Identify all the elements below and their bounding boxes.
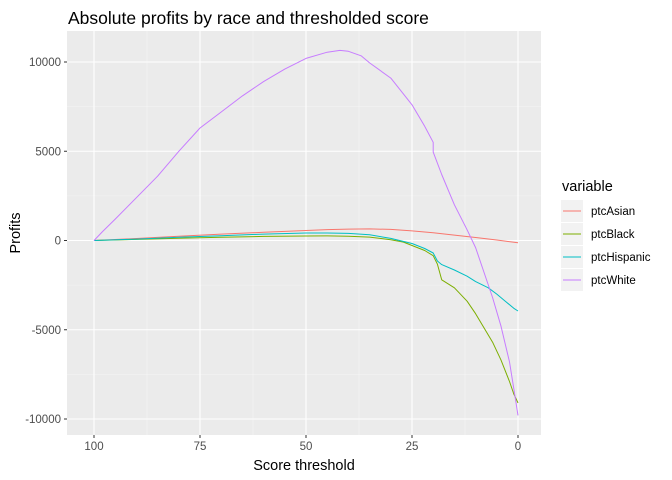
- y-axis-title: Profits: [8, 212, 24, 253]
- chart-title: Absolute profits by race and thresholded…: [68, 8, 429, 28]
- y-tick-label: 5000: [35, 146, 61, 158]
- x-tick-label: 75: [194, 441, 207, 453]
- legend-label-ptcBlack: ptcBlack: [591, 229, 635, 241]
- series-line-ptcHispanic: [93, 232, 519, 312]
- series-line-ptcWhite: [93, 49, 519, 416]
- series-lines: [93, 49, 519, 416]
- legend-label-ptcHispanic: ptcHispanic: [591, 252, 651, 264]
- legend-label-ptcWhite: ptcWhite: [591, 275, 636, 287]
- x-tick-label: 25: [406, 441, 419, 453]
- y-axis: 10000 5000 0 -5000 -10000: [25, 57, 67, 426]
- series-line-ptcBlack: [93, 235, 519, 404]
- legend: variable ptcAsian ptcBlack ptcHispanic ptcW…: [561, 179, 651, 291]
- x-tick-label: 50: [300, 441, 313, 453]
- y-tick-label: -10000: [25, 414, 61, 426]
- y-tick-label: -5000: [32, 325, 61, 337]
- series-line-ptcAsian: [93, 228, 519, 244]
- x-tick-label: 0: [515, 441, 521, 453]
- legend-label-ptcAsian: ptcAsian: [591, 206, 635, 218]
- x-tick-label: 100: [84, 441, 103, 453]
- y-tick-label: 10000: [29, 57, 61, 69]
- y-tick-label: 0: [55, 236, 61, 248]
- legend-title: variable: [562, 179, 613, 195]
- x-axis-title: Score threshold: [253, 458, 355, 474]
- x-axis: 100 75 50 25 0: [84, 435, 521, 453]
